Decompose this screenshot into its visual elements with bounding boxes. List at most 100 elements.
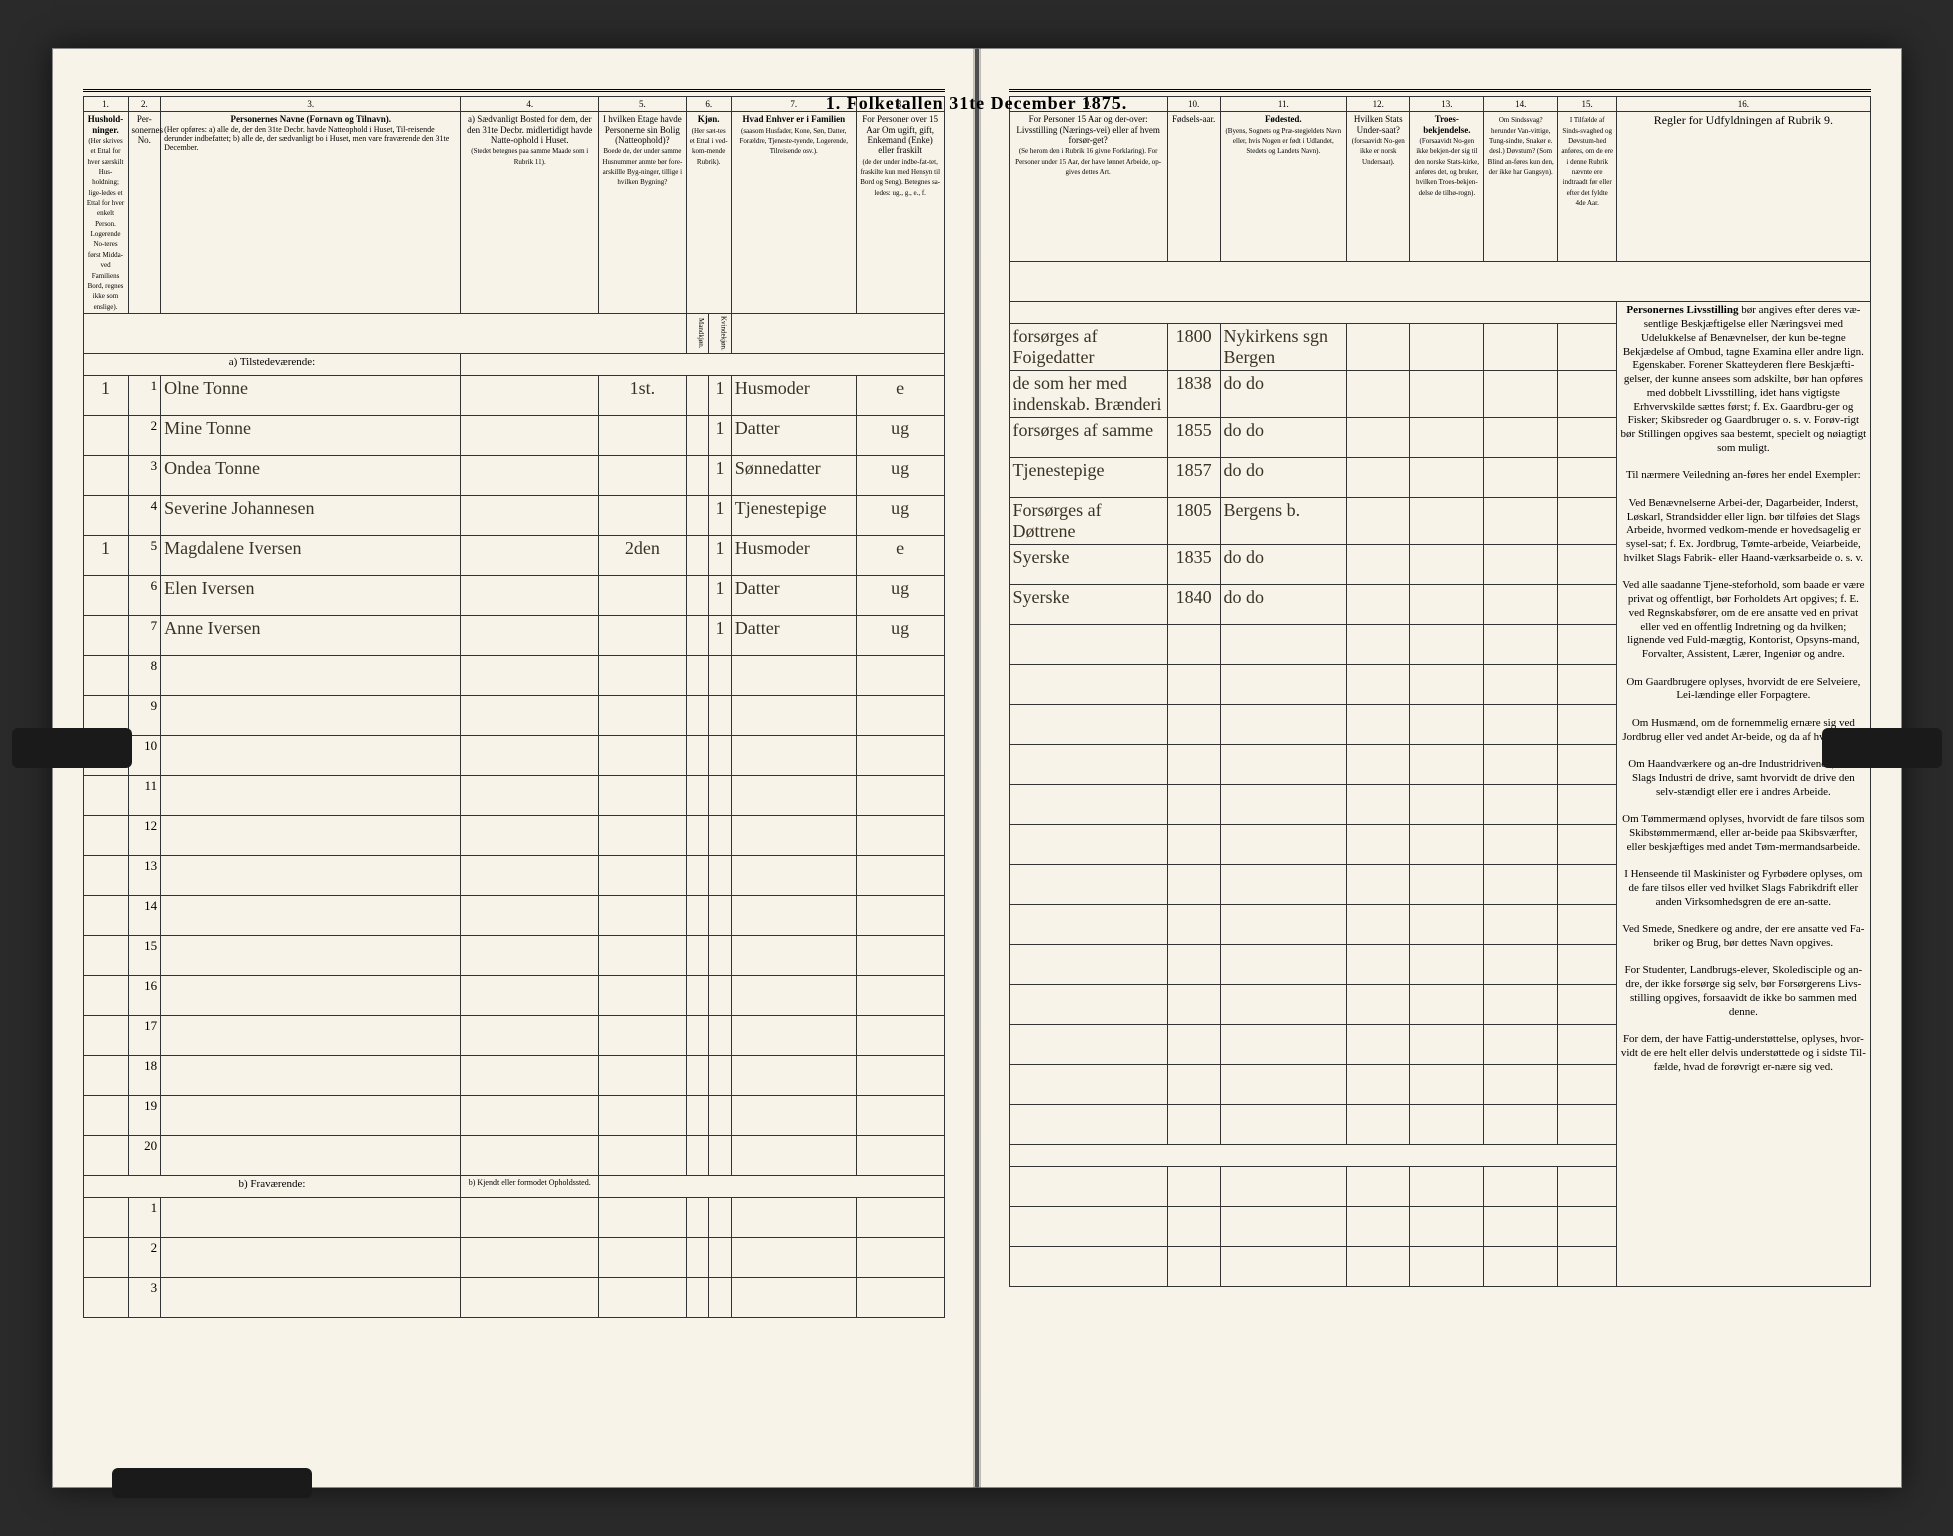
col-head-3: Personernes Navne (Fornavn og Tilnavn).(… bbox=[161, 112, 461, 314]
col-head-6: Kjøn.(Her sæt-tes et Ettal i ved-kom-men… bbox=[686, 112, 731, 314]
col-sub-mk: Mandkjøn. bbox=[686, 313, 709, 353]
cell-male bbox=[686, 575, 709, 615]
cell-name: Severine Johannesen bbox=[161, 495, 461, 535]
binder-clip-right bbox=[1822, 728, 1942, 768]
cell-household: 1 bbox=[83, 375, 128, 415]
cell-birthplace: Nykirkens sgn Bergen bbox=[1220, 324, 1347, 371]
left-page: 1. 2. 3. 4. 5. 6. 7. 8. Hushold- ninger.… bbox=[52, 48, 977, 1488]
col-head-16: Regler for Udfyldningen af Rubrik 9. bbox=[1617, 112, 1870, 262]
cell-religion bbox=[1410, 585, 1484, 625]
table-row: 16 bbox=[83, 975, 944, 1015]
cell-disability bbox=[1484, 371, 1558, 418]
cell-household: 1 bbox=[83, 535, 128, 575]
cell-name: Elen Iversen bbox=[161, 575, 461, 615]
col-num-3: 3. bbox=[161, 97, 461, 112]
col-num-16: 16. bbox=[1617, 97, 1870, 112]
cell-marital: ug bbox=[856, 455, 944, 495]
table-row: 2 Mine Tonne 1 Datter ug bbox=[83, 415, 944, 455]
table-row: 2 bbox=[83, 1237, 944, 1277]
cell-religion bbox=[1410, 324, 1484, 371]
cell-religion bbox=[1410, 418, 1484, 458]
cell-household bbox=[83, 575, 128, 615]
table-row: 20 bbox=[83, 1135, 944, 1175]
cell-female: 1 bbox=[709, 575, 732, 615]
binder-clip-bottom bbox=[112, 1468, 312, 1498]
cell-family-relation: Husmoder bbox=[731, 375, 856, 415]
col-head-5: I hvilken Etage havde Personerne sin Bol… bbox=[599, 112, 687, 314]
cell-person-no: 12 bbox=[128, 815, 161, 855]
cell-name: Anne Iversen bbox=[161, 615, 461, 655]
table-row: 15 bbox=[83, 935, 944, 975]
col-sub-kk: Kvindekjøn. bbox=[709, 313, 732, 353]
cell-birthplace: do do bbox=[1220, 371, 1347, 418]
cell-family-relation: Datter bbox=[731, 615, 856, 655]
cell-nationality bbox=[1347, 371, 1410, 418]
col-head-10: Fødsels-aar. bbox=[1167, 112, 1220, 262]
col-head-7: Hvad Enhver er i Familien(saasom Husfade… bbox=[731, 112, 856, 314]
cell-floor bbox=[599, 495, 687, 535]
cell-person-no: 20 bbox=[128, 1135, 161, 1175]
cell-family-relation: Husmoder bbox=[731, 535, 856, 575]
table-row: 19 bbox=[83, 1095, 944, 1135]
col-head-13: Troes-bekjendelse.(Forsaavidt No-gen ikk… bbox=[1410, 112, 1484, 262]
cell-person-no: 11 bbox=[128, 775, 161, 815]
table-row: 3 bbox=[83, 1277, 944, 1317]
col-head-11: Fødested.(Byens, Sognets og Præ-stegjeld… bbox=[1220, 112, 1347, 262]
table-row: 13 bbox=[83, 855, 944, 895]
cell-person-no: 10 bbox=[128, 735, 161, 775]
col-num-11: 11. bbox=[1220, 97, 1347, 112]
cell-female: 1 bbox=[709, 535, 732, 575]
cell-nationality bbox=[1347, 545, 1410, 585]
cell-birthplace: do do bbox=[1220, 458, 1347, 498]
table-row: 3 Ondea Tonne 1 Sønnedatter ug bbox=[83, 455, 944, 495]
cell-person-no: 6 bbox=[128, 575, 161, 615]
col-num-10: 10. bbox=[1167, 97, 1220, 112]
cell-religion bbox=[1410, 371, 1484, 418]
cell-person-no: 7 bbox=[128, 615, 161, 655]
cell-person-no: 3 bbox=[128, 455, 161, 495]
cell-birth-year: 1800 bbox=[1167, 324, 1220, 371]
cell-birthplace: Bergens b. bbox=[1220, 498, 1347, 545]
cell-person-no: 5 bbox=[128, 535, 161, 575]
cell-religion bbox=[1410, 498, 1484, 545]
census-table-right: 9. 10. 11. 12. 13. 14. 15. 16. For Perso… bbox=[1009, 96, 1871, 1287]
cell-religion bbox=[1410, 545, 1484, 585]
cell-household bbox=[83, 415, 128, 455]
cell-birth-year: 1835 bbox=[1167, 545, 1220, 585]
cell-female: 1 bbox=[709, 455, 732, 495]
cell-male bbox=[686, 535, 709, 575]
col-num-5: 5. bbox=[599, 97, 687, 112]
cell-disability-age bbox=[1558, 418, 1617, 458]
cell-female: 1 bbox=[709, 615, 732, 655]
cell-birth-year: 1838 bbox=[1167, 371, 1220, 418]
right-page: 9. 10. 11. 12. 13. 14. 15. 16. For Perso… bbox=[977, 48, 1902, 1488]
cell-birth-year: 1805 bbox=[1167, 498, 1220, 545]
book-spine bbox=[973, 48, 981, 1488]
cell-household bbox=[83, 615, 128, 655]
cell-person-no: 15 bbox=[128, 935, 161, 975]
table-row: 4 Severine Johannesen 1 Tjenestepige ug bbox=[83, 495, 944, 535]
table-row: 1 5 Magdalene Iversen 2den 1 Husmoder e bbox=[83, 535, 944, 575]
col-head-8: For Personer over 15 Aar Om ugift, gift,… bbox=[856, 112, 944, 314]
cell-floor: 1st. bbox=[599, 375, 687, 415]
cell-female: 1 bbox=[709, 375, 732, 415]
cell-person-no: 17 bbox=[128, 1015, 161, 1055]
col-num-13: 13. bbox=[1410, 97, 1484, 112]
cell-name: Olne Tonne bbox=[161, 375, 461, 415]
cell-occupation: Forsørges af Døttrene bbox=[1009, 498, 1167, 545]
section-a-label: a) Tilstedeværende: bbox=[83, 353, 461, 375]
cell-residence bbox=[461, 615, 599, 655]
cell-marital: ug bbox=[856, 415, 944, 455]
cell-nationality bbox=[1347, 458, 1410, 498]
cell-disability bbox=[1484, 545, 1558, 585]
cell-person-no: 3 bbox=[128, 1277, 161, 1317]
cell-disability-age bbox=[1558, 545, 1617, 585]
table-row: 12 bbox=[83, 815, 944, 855]
cell-disability-age bbox=[1558, 324, 1617, 371]
binder-clip-left bbox=[12, 728, 132, 768]
cell-marital: ug bbox=[856, 495, 944, 535]
cell-nationality bbox=[1347, 418, 1410, 458]
cell-person-no: 8 bbox=[128, 655, 161, 695]
cell-residence bbox=[461, 495, 599, 535]
cell-person-no: 18 bbox=[128, 1055, 161, 1095]
